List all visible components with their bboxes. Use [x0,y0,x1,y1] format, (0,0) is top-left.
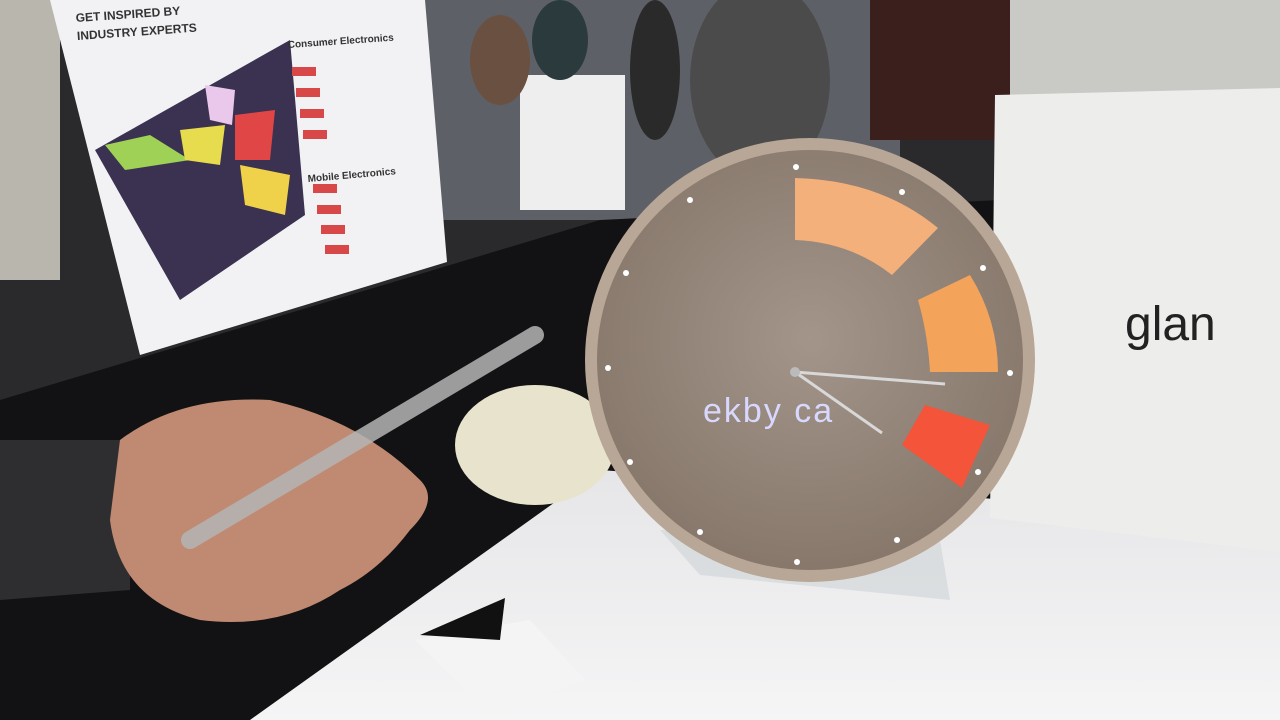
led-block [902,405,990,488]
poster-tile [240,165,290,215]
poster-tile [180,125,225,165]
pen [181,326,544,549]
led-arc [795,178,938,275]
minute-hand [794,370,946,386]
person [690,0,830,180]
led-arc [918,275,998,372]
poster-graphic [95,40,305,300]
poster-tile [105,135,190,170]
card-stand [420,598,505,640]
person [630,0,680,140]
booth-wall [0,0,60,280]
card [415,620,585,715]
stool [455,385,615,505]
clock-face [597,150,1023,570]
clock-display: ekby ca [703,392,834,430]
person [532,0,588,80]
sleeve [0,440,130,600]
product-box [990,88,1280,552]
counter [520,75,625,210]
person [470,15,530,105]
hour-hand [794,370,883,435]
clock-dots [605,164,1013,565]
clock-pin [790,367,800,377]
box-logo: glan [1125,298,1216,351]
poster-bullets [292,67,349,254]
poster-tile [205,85,235,125]
poster-tile [235,110,275,160]
curtain [870,0,1010,140]
